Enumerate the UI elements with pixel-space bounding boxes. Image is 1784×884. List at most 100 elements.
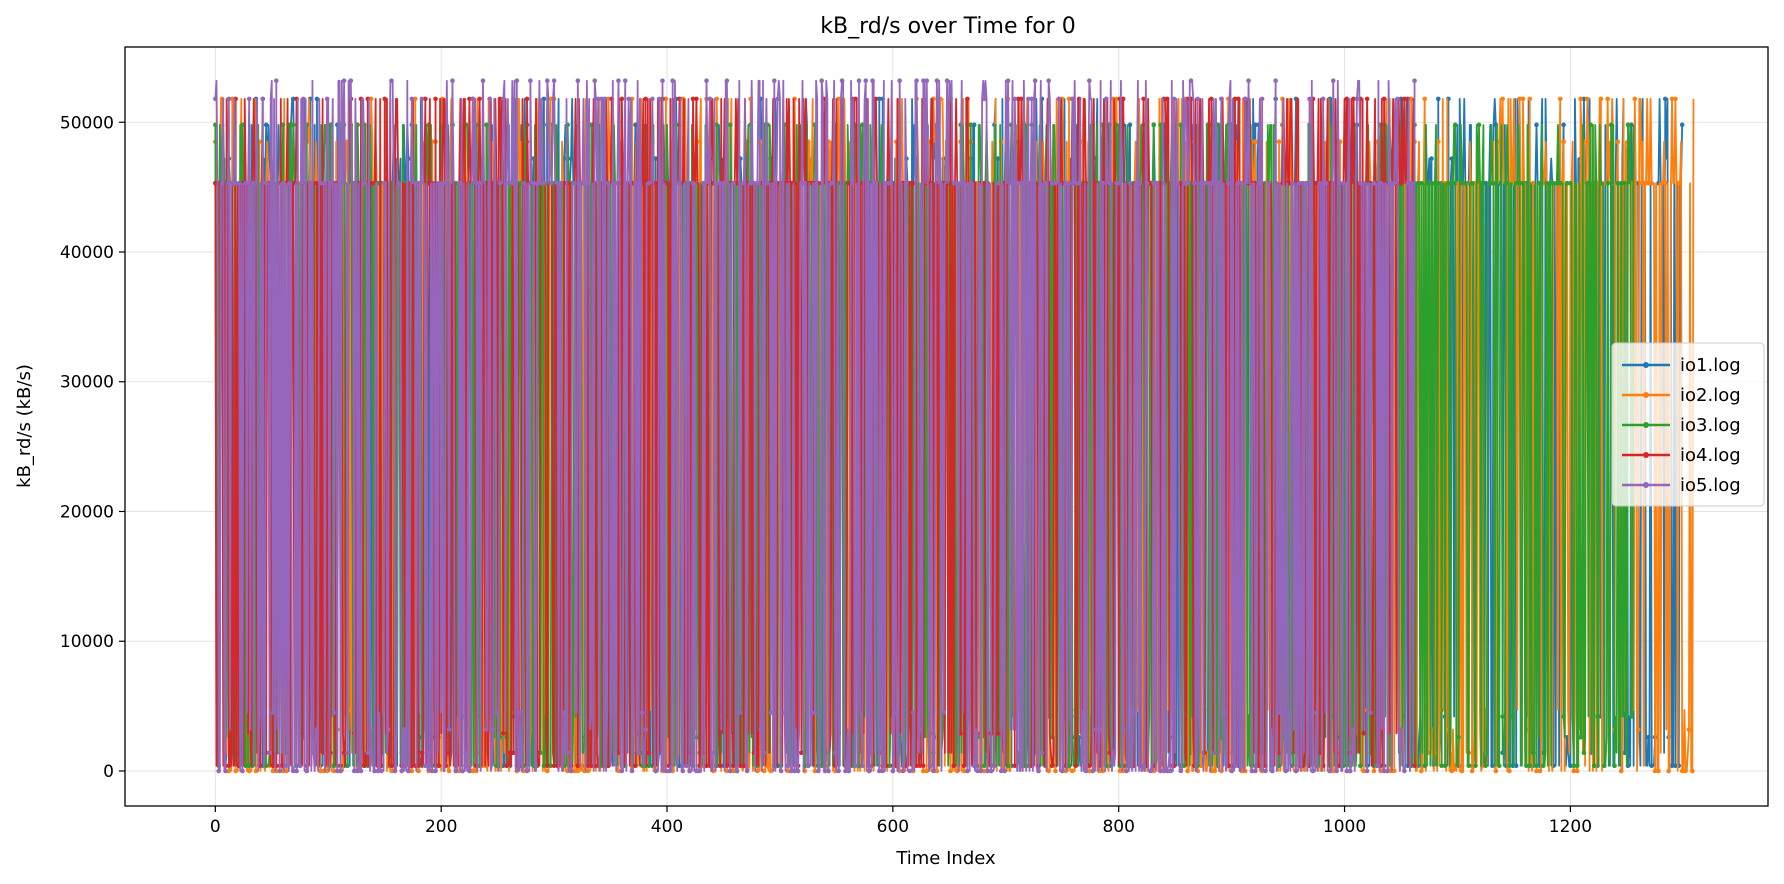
data-point <box>1530 750 1536 756</box>
data-point <box>1330 78 1336 84</box>
data-point <box>1293 768 1299 774</box>
data-point <box>1286 710 1292 715</box>
data-point <box>660 78 665 84</box>
data-point <box>277 768 283 774</box>
data-point <box>351 768 357 774</box>
data-point <box>517 710 523 715</box>
x-tick-label: 800 <box>1102 817 1134 837</box>
data-point <box>690 180 696 186</box>
data-point <box>755 731 760 736</box>
data-point <box>284 763 289 769</box>
data-point <box>924 78 930 84</box>
data-point <box>531 180 537 186</box>
data-point <box>1361 180 1367 186</box>
data-point <box>1374 763 1380 769</box>
data-point <box>524 96 530 102</box>
data-point <box>545 763 550 769</box>
data-point <box>670 78 675 84</box>
data-point <box>1571 768 1577 774</box>
data-point <box>528 78 533 84</box>
data-point <box>484 727 489 732</box>
data-point <box>460 768 465 774</box>
data-point <box>389 78 394 84</box>
data-point <box>1046 768 1051 774</box>
data-point <box>568 768 574 774</box>
data-point <box>1015 180 1021 186</box>
data-point <box>910 710 916 715</box>
data-point <box>1239 180 1245 186</box>
data-point <box>402 727 408 732</box>
data-point <box>995 156 1001 161</box>
data-point <box>1178 768 1184 774</box>
data-point <box>788 180 794 186</box>
data-point <box>1659 180 1665 186</box>
y-tick-label: 10000 <box>60 632 114 652</box>
data-point <box>263 122 269 128</box>
data-point <box>1639 180 1644 186</box>
data-point <box>548 763 554 769</box>
data-point <box>921 763 926 769</box>
data-point <box>1168 768 1173 774</box>
data-point <box>772 78 777 84</box>
data-point <box>616 750 621 756</box>
x-tick-label: 1000 <box>1323 817 1366 837</box>
data-point <box>768 768 774 774</box>
data-point <box>1070 96 1075 102</box>
series-layer <box>213 78 1695 774</box>
series-io5.log <box>213 78 1417 774</box>
data-point <box>599 96 604 102</box>
data-point <box>1666 768 1671 774</box>
data-point <box>944 78 950 84</box>
data-point <box>294 768 299 774</box>
data-point <box>429 768 435 774</box>
data-point <box>1310 768 1316 774</box>
data-point <box>1124 768 1129 774</box>
data-point <box>284 768 289 774</box>
data-point <box>663 768 669 774</box>
data-point <box>1144 180 1150 186</box>
data-point <box>1198 763 1204 769</box>
data-point <box>1524 763 1529 769</box>
y-tick-label: 0 <box>103 762 114 782</box>
data-point <box>1175 180 1180 186</box>
data-point <box>545 768 550 774</box>
data-point <box>223 768 228 774</box>
data-point <box>1158 122 1163 128</box>
data-point <box>565 750 570 756</box>
data-point <box>1276 750 1282 756</box>
data-point <box>1185 768 1190 774</box>
data-point <box>1402 768 1407 774</box>
data-point <box>260 96 266 102</box>
data-point <box>1679 768 1685 774</box>
data-point <box>287 180 293 186</box>
data-point <box>1432 180 1438 186</box>
data-point <box>572 768 577 774</box>
legend-swatch-marker <box>1643 452 1649 458</box>
legend: io1.log io2.log io3.log io4.log io5.log <box>1611 342 1765 507</box>
data-point <box>1046 78 1051 84</box>
data-point <box>382 96 388 102</box>
data-point <box>646 763 652 769</box>
data-point <box>348 78 354 84</box>
data-point <box>602 96 608 102</box>
data-point <box>1259 96 1265 102</box>
data-point <box>866 768 872 774</box>
data-point <box>1202 180 1207 186</box>
data-point <box>1087 763 1092 769</box>
data-point <box>1385 768 1390 774</box>
data-point <box>504 763 509 769</box>
data-point <box>578 180 584 186</box>
data-point <box>314 727 320 732</box>
data-point <box>1022 180 1028 186</box>
data-point <box>487 96 493 102</box>
data-point <box>643 96 648 102</box>
data-point <box>1324 180 1329 186</box>
data-point <box>1612 763 1617 769</box>
data-point <box>1429 180 1434 186</box>
data-point <box>467 768 472 774</box>
data-point <box>290 180 296 186</box>
data-point <box>1107 180 1112 186</box>
data-point <box>1280 710 1285 715</box>
data-point <box>1439 763 1444 769</box>
data-point <box>948 96 953 102</box>
